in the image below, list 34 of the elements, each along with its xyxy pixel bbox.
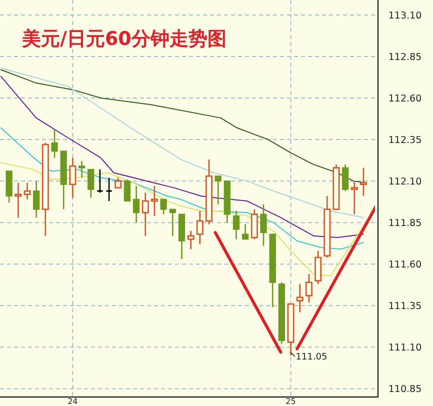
text: 美元/日元60分钟走势图 [21,28,226,50]
y-tick-label: 112.35 [388,135,422,146]
candlestick [296,283,304,313]
y-tick-label: 112.10 [388,176,422,188]
line-series [0,127,364,250]
candlestick [24,182,31,200]
candlestick [151,185,158,217]
candlestick [142,192,149,237]
candlestick [232,210,240,240]
candlestick [196,210,204,245]
x-tick-label: 25 [286,397,296,406]
candlestick [187,230,194,250]
y-tick-label: 111.35 [388,301,422,312]
candlestick [132,185,140,224]
candlestick [14,182,22,218]
candlestick [78,160,86,178]
line-series [0,68,364,218]
y-tick-label: 111.10 [388,342,422,354]
candlestick [105,177,113,202]
y-tick-label: 111.85 [388,218,422,230]
candlestick [69,157,76,198]
y-tick-label: 113.10 [388,10,422,22]
candlestick [360,167,367,197]
candlestick [33,180,40,218]
line-series [0,162,364,276]
candlestick [260,204,267,246]
y-tick-label: 111.60 [388,260,422,271]
y-tick-label: 112.85 [388,52,422,63]
annotation: 111.05 [296,352,328,362]
x-tick-label: 24 [68,397,78,406]
candlestick [350,180,358,215]
y-tick-label: 112.60 [388,94,422,105]
line-series [0,76,364,238]
y-tick-label: 110.85 [388,384,422,396]
